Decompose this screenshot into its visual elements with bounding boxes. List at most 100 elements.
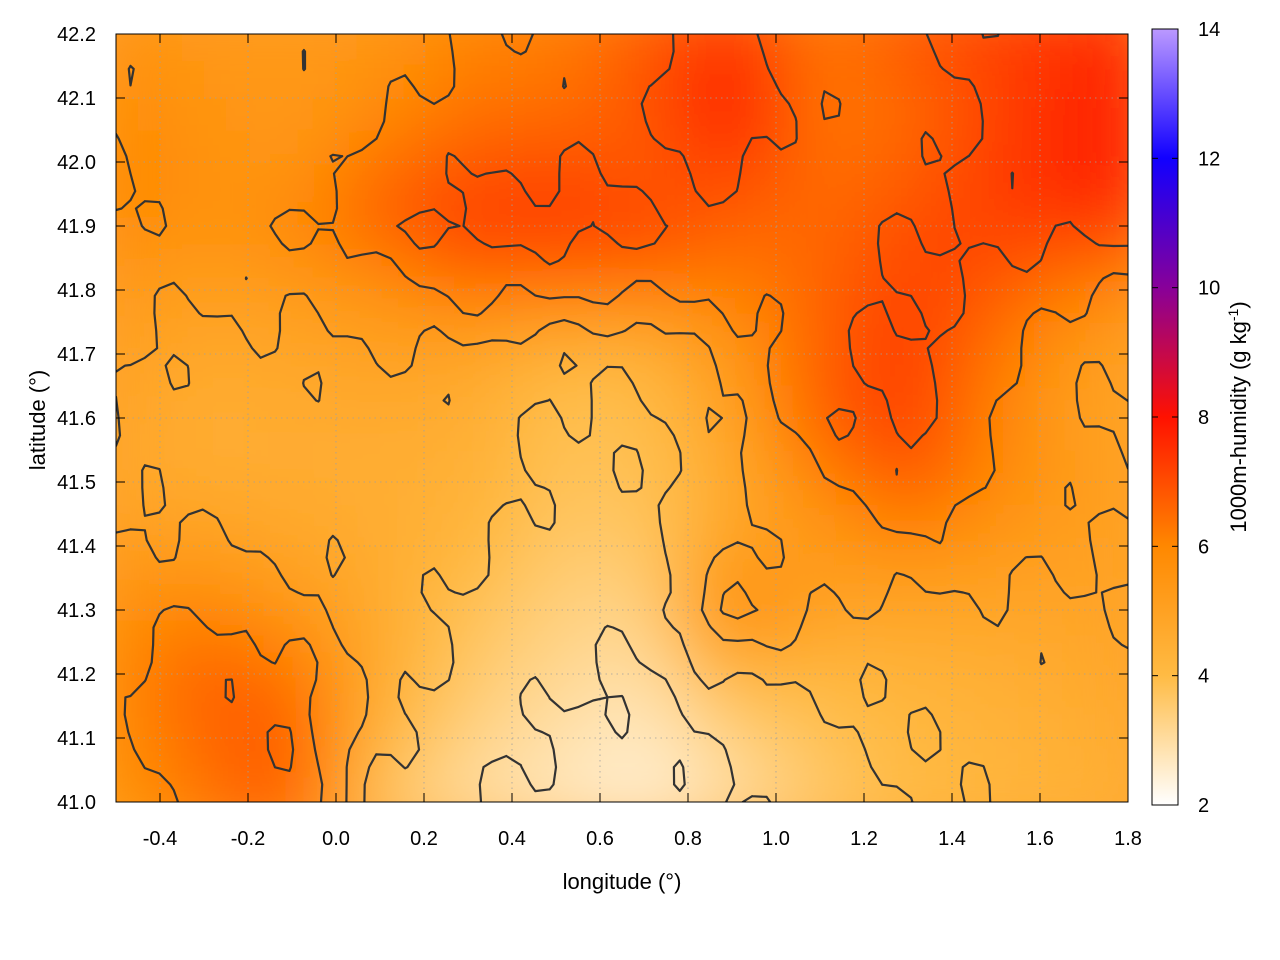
heat-cell	[204, 674, 227, 707]
heat-cell	[402, 66, 425, 99]
heat-cell	[952, 386, 975, 419]
heat-cell	[886, 66, 909, 99]
heat-cell	[490, 34, 513, 35]
heat-cell	[182, 450, 205, 483]
heat-cell	[666, 418, 689, 451]
heat-cell	[556, 802, 579, 835]
heat-cell	[402, 386, 425, 419]
heat-cell	[776, 674, 799, 707]
heat-cell	[380, 130, 403, 163]
heat-cell	[204, 226, 227, 259]
heat-cell	[710, 546, 733, 579]
heat-cell	[930, 98, 953, 131]
heat-cell	[1040, 98, 1063, 131]
heat-cell	[710, 98, 733, 131]
heat-cell	[886, 98, 909, 131]
heat-cell	[446, 578, 469, 611]
heat-cell	[160, 578, 183, 611]
heat-cell	[138, 642, 161, 675]
heat-cell	[534, 34, 557, 35]
heat-cell	[534, 450, 557, 483]
x-tick-label: -0.2	[231, 828, 265, 850]
heat-cell	[1128, 482, 1151, 515]
heat-cell	[820, 514, 843, 547]
heat-cell	[534, 642, 557, 675]
heat-cell	[776, 290, 799, 323]
heat-cell	[666, 354, 689, 387]
heat-cell	[688, 130, 711, 163]
heat-cell	[622, 770, 645, 802]
heat-cell	[688, 610, 711, 643]
heat-cell	[446, 482, 469, 515]
heat-cell	[248, 450, 271, 483]
heat-cell	[138, 354, 161, 387]
heat-cell	[798, 706, 821, 739]
heat-cell	[182, 226, 205, 259]
heat-cell	[358, 66, 381, 99]
contour-line	[224, 34, 1128, 772]
heat-cell	[754, 642, 777, 675]
heat-cell	[1062, 98, 1085, 131]
heat-cell	[1040, 514, 1063, 547]
heat-cell	[314, 642, 337, 675]
heat-cell	[138, 418, 161, 451]
heat-cell	[754, 226, 777, 259]
heat-cell	[842, 642, 865, 675]
heat-cell	[556, 450, 579, 483]
heat-cell	[864, 578, 887, 611]
heat-cell	[182, 706, 205, 739]
heat-cell	[600, 418, 623, 451]
heat-cell	[512, 610, 535, 643]
heat-cell	[842, 546, 865, 579]
heat-cell	[116, 98, 117, 131]
heat-cell	[1018, 482, 1041, 515]
heat-cell	[1106, 418, 1128, 451]
heat-cell	[336, 98, 359, 131]
heat-cell	[842, 674, 865, 707]
heat-cell	[204, 162, 227, 195]
contour-line	[363, 352, 992, 802]
heat-cell	[270, 34, 293, 67]
heat-cell	[182, 610, 205, 643]
heat-cell	[644, 98, 667, 131]
heat-cell	[292, 802, 315, 835]
heat-cell	[754, 578, 777, 611]
heat-cell	[952, 98, 975, 131]
heat-cell	[1018, 546, 1041, 579]
heat-cell	[666, 578, 689, 611]
heat-cell	[556, 162, 579, 195]
heat-cell	[710, 194, 733, 227]
heat-cell	[402, 578, 425, 611]
heat-cell	[468, 418, 491, 451]
heat-cell	[732, 482, 755, 515]
heat-cell	[1128, 770, 1151, 803]
heat-cell	[578, 226, 601, 259]
heat-cell	[1084, 66, 1107, 99]
heat-cell	[622, 738, 645, 771]
heat-cell	[842, 770, 865, 802]
heat-cell	[886, 642, 909, 675]
heat-cell	[732, 130, 755, 163]
heat-cell	[490, 610, 513, 643]
heat-cell	[644, 290, 667, 323]
heat-cell	[556, 546, 579, 579]
heat-cell	[358, 130, 381, 163]
heat-cell	[292, 674, 315, 707]
heat-cell	[754, 258, 777, 291]
heat-cell	[1018, 642, 1041, 675]
heat-cell	[600, 354, 623, 387]
heat-cell	[930, 642, 953, 675]
heat-cell	[490, 706, 513, 739]
heat-cell	[336, 258, 359, 291]
heat-cell	[292, 514, 315, 547]
heat-cell	[864, 546, 887, 579]
heat-cell	[402, 258, 425, 291]
heat-cell	[314, 162, 337, 195]
heat-cell	[1018, 738, 1041, 771]
heat-cell	[490, 34, 513, 67]
heat-cell	[116, 130, 117, 163]
heat-cell	[468, 482, 491, 515]
heat-cell	[908, 706, 931, 739]
heat-cell	[996, 578, 1019, 611]
x-tick-label: 0.4	[498, 828, 526, 850]
